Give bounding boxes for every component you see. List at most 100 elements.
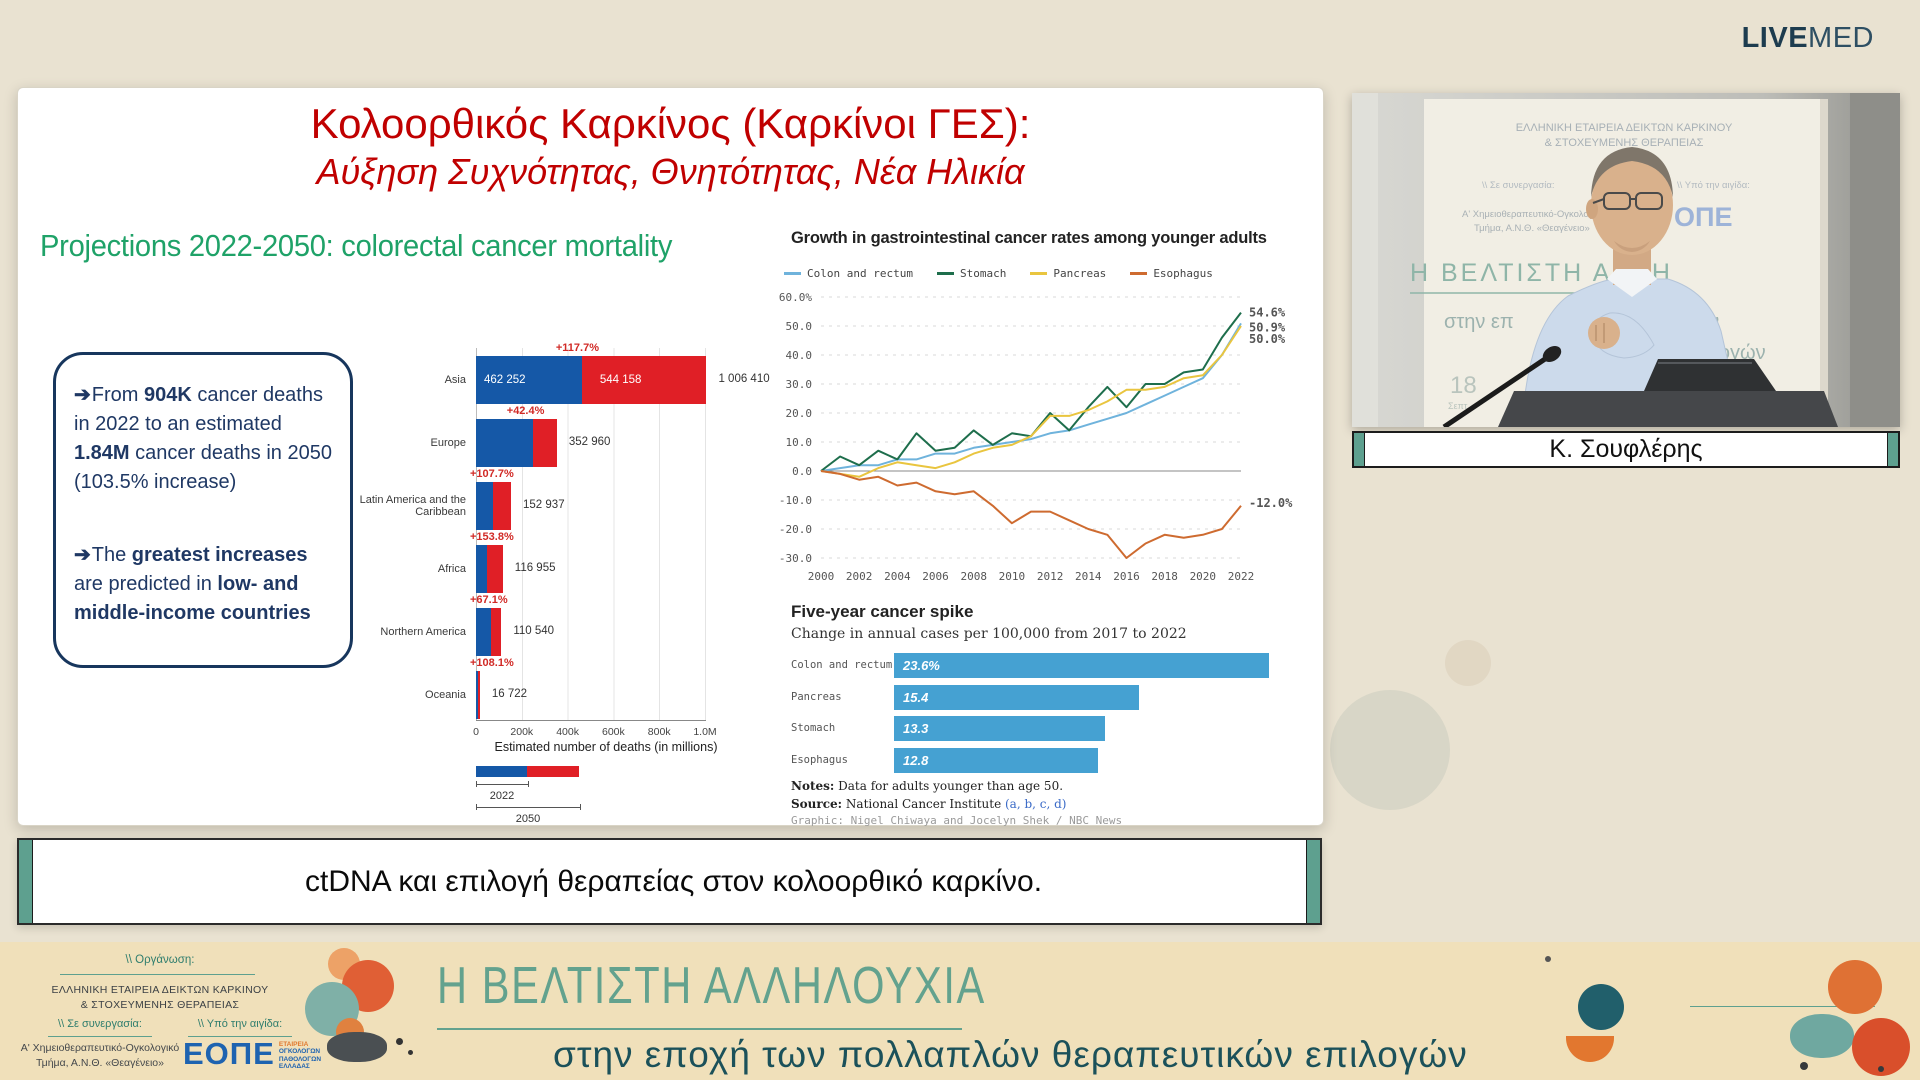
decoration-dot [1800,1062,1808,1070]
series-end-label: -12.0% [1249,496,1293,510]
series-line-esophagus [820,470,1242,559]
organizer-label: \\ Οργάνωση: [125,954,195,966]
y-tick-label: -10.0 [779,494,812,507]
stacked-bar [476,482,512,530]
region-label: Europe [430,436,466,449]
organizer-name: & ΣΤΟΧΕΥΜΕΝΗΣ ΘΕΡΑΠΕΙΑΣ [80,999,240,1011]
decoration-circle [1578,984,1624,1030]
growth-plot: 60.0% 50.0 40.0 30.0 20.0 10.0 0.0 -10.0 -20.0 -3… [779,291,1293,583]
backdrop-text: στην επ [1444,311,1514,333]
y-tick-label: 60.0% [779,291,812,304]
legend-item: Esophagus [1130,267,1213,280]
backdrop-text: \\ Υπό την αιγίδα: [1677,180,1750,191]
nameplate-accent-left [1354,433,1365,466]
microphone-boom [1442,354,1550,430]
y-tick-label: 10.0 [786,436,813,449]
decoration-dot [408,1050,413,1055]
chart-title: Five-year cancer spike [791,602,974,621]
speaker-name: Κ. Σουφλέρης [1549,435,1703,463]
source-line: Source: National Cancer Institute (a, b,… [791,797,1067,811]
bar-segment-2050 [532,419,557,467]
bar-segment-2022 [476,482,493,530]
slide-title: Κολοορθικός Καρκίνος (Καρκίνοι ΓΕΣ): [310,100,1031,147]
decoration-halfcircle [1566,1036,1614,1062]
total-value-label: 16 722 [491,688,528,700]
speaker-video-frame: ΕΛΛΗΝΙΚΗ ΕΤΑΙΡΕΙΑ ΔΕΙΚΤΩΝ ΚΑΡΚΙΝΟΥ & ΣΤΟ… [1352,93,1900,430]
legend-swatch [1130,272,1148,275]
stacked-bar: 462 252 544 158 [476,356,707,404]
source-links[interactable]: (a, b, c, d) [1005,797,1067,811]
total-value-label: 352 960 [568,436,611,448]
stacked-bar [476,419,557,467]
banner-accent-right [1306,840,1320,923]
category-label: Colon and rectum [791,659,893,672]
backdrop-text: Α' Χημειοθεραπευτικό-Ογκολογικό [1462,209,1605,220]
organizer-name: ΕΛΛΗΝΙΚΗ ΕΤΑΙΡΕΙΑ ΔΕΙΚΤΩΝ ΚΑΡΚΙΝΟΥ [51,984,269,996]
legend-label-2050: 2050 [515,813,541,825]
mortality-row: Africa +153.8% 116 955 [306,531,746,593]
category-label: Esophagus [791,754,848,767]
y-tick-label: 0.0 [792,465,812,478]
decoration-dot [1878,1066,1884,1072]
region-label: Oceania [425,688,466,701]
backdrop-text: & ΣΤΟΧΕΥΜΕΝΗΣ ΘΕΡΑΠΕΙΑΣ [1545,137,1704,149]
mortality-row: Europe +42.4% 352 960 [306,405,746,467]
divider [1690,1006,1875,1007]
x-tick-label: 2020 [1190,570,1217,583]
eope-logo: ΕΟΠΕ ΕΤΑΙΡΕΙΑ ΟΓΚΟΛΟΓΩΝ ΠΑΘΟΛΟΓΩΝ ΕΛΛΑΔΑ… [183,1038,321,1071]
watermark [1445,640,1491,686]
x-tick-label: 2014 [1075,570,1102,583]
presentation-slide: Κολοορθικός Καρκίνος (Καρκίνοι ΓΕΣ): Αύξ… [17,87,1324,827]
x-tick-label: 2018 [1151,570,1178,583]
y-tick-label: 20.0 [786,407,813,420]
chart-legend: 2022 2050 [476,766,716,826]
bar-segment-2050 [486,545,503,593]
chart-gridlines [476,348,706,720]
stacked-bar [476,545,503,593]
chart-title: Growth in gastrointestinal cancer rates … [791,229,1267,247]
lecture-title: ctDNA και επιλογή θεραπείας στον κολοορθ… [305,864,1043,898]
bar-segment-2022 [476,545,487,593]
bar-segment-2022 [476,608,492,656]
callout-bullet-2: ➔The greatest increases are predicted in… [74,544,311,624]
backdrop-text: \\ Σε συνεργασία: [1482,180,1554,191]
bar-segment-2050 [477,671,480,719]
y-tick-label: 30.0 [786,378,813,391]
y-tick-label: 40.0 [786,349,813,362]
divider [48,1036,152,1037]
spike-row: Pancreas 15.4 [791,684,1139,710]
x-tick-label: 2012 [1037,570,1064,583]
bar-segment-2022 [476,419,533,467]
collaborator-name: Α' Χημειοθεραπευτικό-Ογκολογικό [20,1042,180,1054]
series-line-pancreas [820,325,1242,478]
nameplate-accent-right [1887,433,1898,466]
series-line-colon-and-rectum [820,322,1242,472]
stacked-bar [476,608,502,656]
series-end-label: 50.9% [1249,320,1286,334]
legend-item: Pancreas [1030,267,1106,280]
arrow-icon: ➔ [74,384,91,406]
category-label: Stomach [791,722,836,735]
eope-logo-partial: ΟΠΕ [1674,202,1733,232]
x-tick-label: 2010 [999,570,1026,583]
aegis-label: \\ Υπό την αιγίδα: [197,1018,283,1030]
region-label: Latin America and the Caribbean [359,493,466,518]
mortality-row: Latin America and the Caribbean +107.7% 15… [306,468,746,530]
x-tick-label: 1.0M [693,726,717,738]
backdrop-text: 18 [1450,372,1477,399]
x-tick-label: 2022 [1228,570,1255,583]
speaker-nameplate: Κ. Σουφλέρης [1352,431,1900,468]
lecture-title-banner: ctDNA και επιλογή θεραπείας στον κολοορθ… [17,838,1322,925]
decoration-blob [1790,1014,1854,1058]
value-bar: 23.6% [894,653,1270,678]
watermark [1330,690,1450,810]
backdrop-text: Σεπτ [1448,401,1468,411]
decoration-circle [1828,960,1882,1014]
congress-subtitle: στην εποχή των πολλαπλών θεραπευτικών επ… [553,1034,1468,1075]
pct-change-label: +42.4% [506,405,545,417]
legend-bracket-2022 [476,781,529,787]
value-label: 12.8 [903,752,929,768]
pct-change-label: +153.8% [470,531,514,543]
callout-bullet-1: ➔From 904K cancer deaths in 2022 to an e… [74,384,332,493]
